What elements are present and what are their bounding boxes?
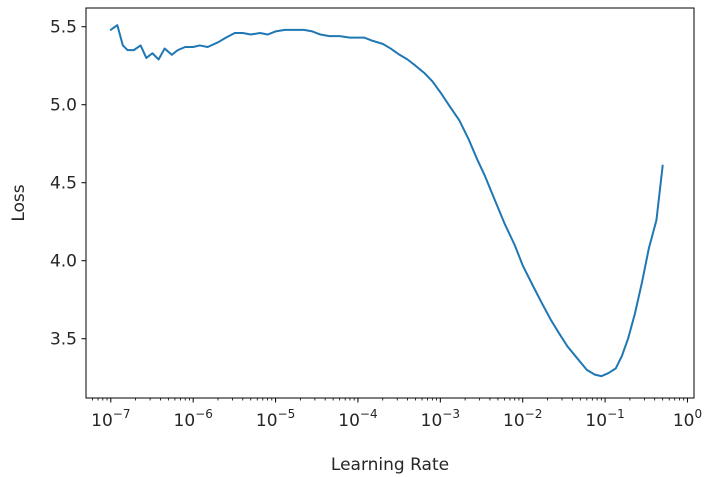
y-tick-label: 5.5: [50, 18, 77, 38]
y-tick-label: 3.5: [50, 330, 77, 350]
x-axis-title: Learning Rate: [331, 455, 449, 475]
y-axis: 3.5 4.0 4.5 5.0 5.5: [50, 18, 86, 350]
y-tick-label: 4.0: [50, 252, 77, 272]
x-tick-label: 10−3: [421, 407, 460, 431]
y-axis-title: Loss: [9, 184, 29, 221]
loss-series-line: [109, 24, 664, 378]
plot-frame: [85, 7, 695, 399]
y-tick-label: 5.0: [50, 96, 77, 116]
x-tick-label: 10−4: [338, 407, 377, 431]
x-tick-label: 10−7: [91, 407, 130, 431]
x-axis: 10−7 10−6 10−5 10−4 10−3 10−2 10−1 100: [91, 398, 702, 431]
x-tick-label: 100: [673, 407, 702, 431]
x-tick-label: 10−2: [503, 407, 542, 431]
y-tick-label: 4.5: [50, 174, 77, 194]
x-tick-label: 10−1: [585, 407, 624, 431]
x-tick-label: 10−5: [256, 407, 295, 431]
x-tick-label: 10−6: [174, 407, 213, 431]
series-layer: [109, 24, 664, 378]
